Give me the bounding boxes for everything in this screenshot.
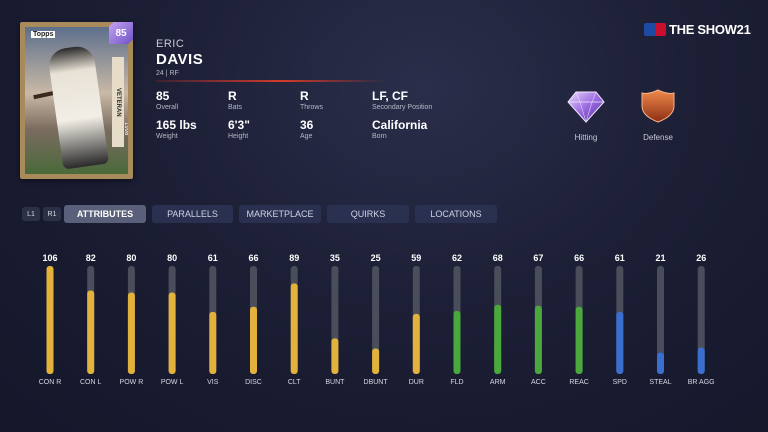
first-name: ERIC: [156, 38, 185, 50]
value-label-disc: 66: [248, 253, 258, 263]
bar-fld: [453, 310, 461, 374]
value-label-acc: 67: [533, 253, 543, 263]
tab-attributes[interactable]: ATTRIBUTES: [64, 205, 146, 223]
game-title: THE SHOW21: [669, 22, 751, 37]
bar-spd: [616, 311, 624, 374]
brand-logo: Topps: [31, 31, 56, 38]
diamond-gem-icon: [567, 91, 605, 124]
bar-disc: [250, 306, 257, 374]
series-stripe: VETERAN: [112, 57, 124, 147]
bar-pow-r: [127, 292, 135, 374]
category-label-dbunt: DBUNT: [364, 379, 389, 386]
tab-parallels[interactable]: PARALLELS: [152, 205, 233, 223]
category-label-vis: VIS: [207, 379, 219, 386]
stat-weight: 165 lbs Weight: [156, 118, 197, 141]
mlb-logo-icon: [644, 23, 666, 36]
stat-secondary-position: LF, CF Secondary Position: [372, 89, 433, 112]
value-label-br-agg: 26: [696, 253, 706, 263]
value-label-steal: 21: [655, 253, 665, 263]
category-label-reac: REAC: [569, 379, 588, 386]
stat-throws: R Throws: [300, 89, 323, 112]
value-label-vis: 61: [208, 253, 218, 263]
value-label-pow-l: 80: [167, 253, 177, 263]
tab-marketplace[interactable]: MARKETPLACE: [239, 205, 321, 223]
category-label-disc: DISC: [245, 379, 262, 386]
stat-overall: 85 Overall: [156, 89, 179, 112]
player-card: Topps VETERAN 1998 85: [20, 22, 133, 179]
bar-steal: [657, 352, 664, 374]
category-label-arm: ARM: [490, 379, 506, 386]
category-label-steal: STEAL: [649, 379, 671, 386]
bar-vis: [209, 311, 217, 374]
bar-track-dbunt: [372, 266, 380, 374]
r1-button[interactable]: R1: [43, 207, 61, 221]
value-label-spd: 61: [615, 253, 625, 263]
value-label-dbunt: 25: [371, 253, 381, 263]
bar-reac: [575, 306, 583, 374]
bar-clt: [290, 283, 298, 374]
category-label-bunt: BUNT: [325, 379, 345, 386]
defense-label: Defense: [643, 133, 673, 142]
stat-born: California Born: [372, 118, 428, 141]
bar-pow-l: [168, 292, 176, 374]
stat-bats: R Bats: [228, 89, 243, 112]
category-label-br-agg: BR AGG: [688, 379, 715, 386]
bar-con-l: [87, 290, 95, 374]
overall-badge: 85: [109, 22, 133, 44]
bar-br-agg: [697, 347, 705, 374]
value-label-bunt: 35: [330, 253, 340, 263]
bar-acc: [534, 305, 542, 374]
category-label-dur: DUR: [409, 379, 424, 386]
hitting-label: Hitting: [574, 133, 598, 142]
category-label-con-r: CON R: [39, 379, 62, 386]
category-label-acc: ACC: [531, 379, 546, 386]
bar-dur: [412, 313, 420, 374]
bar-dbunt: [372, 348, 380, 374]
tab-locations[interactable]: LOCATIONS: [415, 205, 497, 223]
value-label-dur: 59: [411, 253, 421, 263]
bar-track-br-agg: [697, 266, 705, 374]
value-label-clt: 89: [289, 253, 299, 263]
l1-button[interactable]: L1: [22, 207, 40, 221]
game-logo: THE SHOW21: [644, 22, 751, 37]
shield-icon: [641, 89, 675, 123]
number-position: 24 | RF: [156, 70, 179, 77]
category-label-con-l: CON L: [80, 379, 102, 386]
value-label-con-r: 106: [42, 253, 57, 263]
category-label-spd: SPD: [613, 379, 627, 386]
stat-height: 6'3" Height: [228, 118, 250, 141]
stat-age: 36 Age: [300, 118, 314, 141]
value-label-fld: 62: [452, 253, 462, 263]
value-label-reac: 66: [574, 253, 584, 263]
bar-bunt: [331, 338, 339, 374]
last-name: DAVIS: [156, 51, 204, 68]
bar-con-r: [46, 266, 54, 374]
value-label-pow-r: 80: [126, 253, 136, 263]
category-label-pow-l: POW L: [161, 379, 184, 386]
bar-arm: [494, 304, 502, 374]
card-year: 1998: [123, 122, 128, 136]
value-label-con-l: 82: [86, 253, 96, 263]
category-label-pow-r: POW R: [120, 379, 144, 386]
player-photo: Topps VETERAN 1998: [25, 27, 128, 174]
tab-quirks[interactable]: QUIRKS: [327, 205, 409, 223]
bar-track-steal: [657, 266, 664, 374]
category-label-fld: FLD: [450, 379, 463, 386]
defense-badge: Defense: [628, 88, 688, 142]
divider: [156, 80, 386, 82]
category-label-clt: CLT: [288, 379, 301, 386]
hitting-badge: Hitting: [556, 88, 616, 142]
value-label-arm: 68: [493, 253, 503, 263]
